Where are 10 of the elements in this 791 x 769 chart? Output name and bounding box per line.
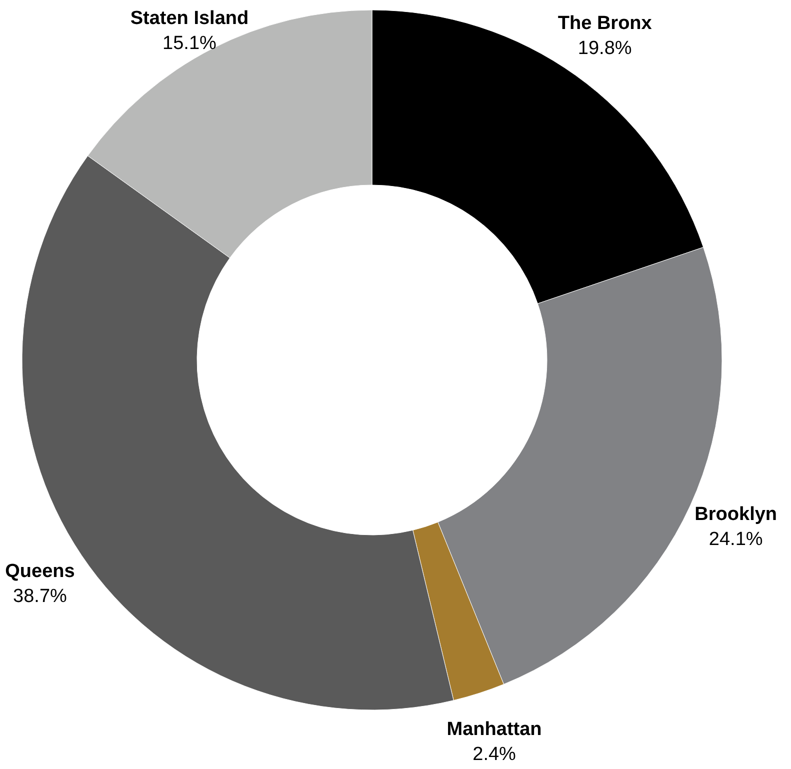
slice-label: Queens [5,561,75,582]
slice-label: Manhattan [446,718,542,740]
slice-label: Brooklyn [694,504,778,526]
data-label: 24.1% [708,529,763,550]
slice-label: The Bronx [558,12,652,34]
data-label: 19.8% [578,38,632,59]
slice-label: Staten Island [130,8,249,29]
data-label: 15.1% [162,33,216,54]
data-label: 38.7% [13,586,68,608]
data-label: 2.4% [472,744,516,765]
